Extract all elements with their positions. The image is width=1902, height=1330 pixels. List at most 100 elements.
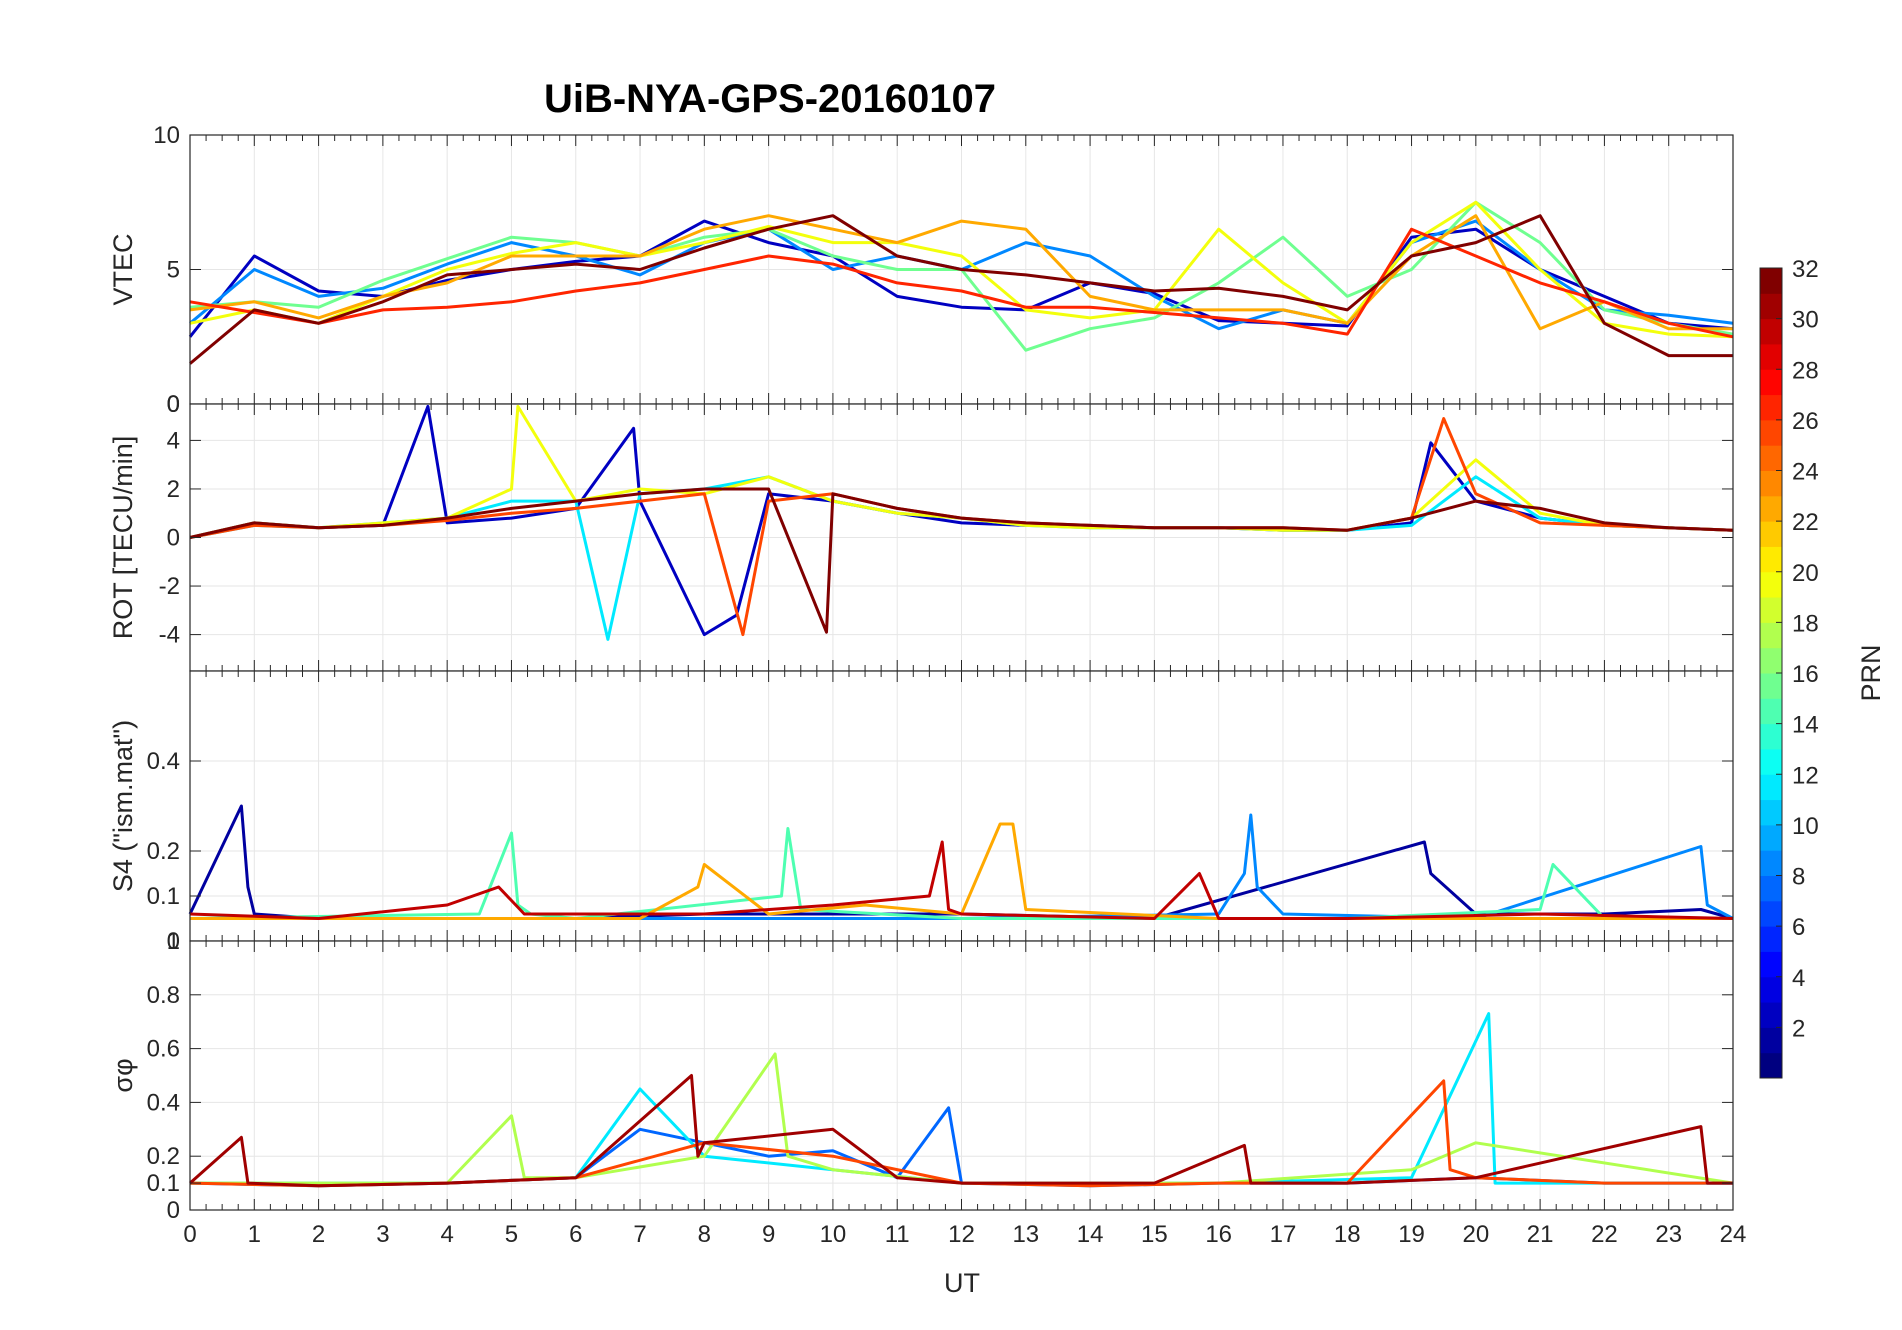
colorbar-tick-label: 24	[1792, 459, 1819, 486]
colorbar-tick-label: 12	[1792, 762, 1819, 789]
x-tick-label: 8	[698, 1221, 711, 1248]
colorbar-band	[1760, 799, 1782, 826]
y-tick-label-top: 0	[167, 391, 180, 418]
colorbar-band	[1760, 951, 1782, 978]
colorbar-band	[1760, 571, 1782, 598]
y-tick-label: -4	[159, 622, 180, 649]
colorbar-band	[1760, 268, 1782, 294]
series-line-prn-18	[190, 1052, 1734, 1185]
y-tick-label-top: 1	[167, 928, 180, 955]
y-axis-label-rot: ROT [TECU/min]	[108, 436, 138, 640]
series-group	[189, 404, 1734, 641]
x-tick-label: 0	[183, 1221, 196, 1248]
colorbar-band	[1760, 495, 1782, 522]
x-tick-label: 14	[1077, 1221, 1104, 1248]
y-tick-label: -2	[159, 573, 180, 600]
panel-s4: 0 0.1 0.2 0.4 S4 ("ism.mat")	[108, 670, 1734, 955]
x-tick-label: 15	[1141, 1221, 1168, 1248]
y-tick-label: 0	[167, 391, 180, 418]
colorbar-band	[1760, 419, 1782, 446]
colorbar-tick-label: 6	[1792, 914, 1805, 941]
colorbar-tick-label: 30	[1792, 307, 1819, 334]
y-tick-label: 0.4	[147, 1089, 180, 1116]
series-line-prn-3	[188, 219, 1734, 338]
colorbar-tick-label: 10	[1792, 813, 1819, 840]
colorbar-band	[1760, 850, 1782, 876]
y-tick-label: 10	[153, 122, 180, 149]
x-tick-label: 6	[569, 1221, 582, 1248]
colorbar-band	[1760, 748, 1782, 775]
x-tick-label: 11	[885, 1221, 910, 1248]
colorbar-tick-label: 16	[1792, 661, 1819, 688]
x-tick-labels: 0 1 2 3 4 5 6 7 8 9 10 11 12 13 14 15 16 17 18 19 20 21 22 23 24	[183, 1221, 1746, 1248]
x-tick-label: 5	[505, 1221, 518, 1248]
y-tick-label: 0.4	[147, 748, 180, 775]
x-tick-label: 16	[1205, 1221, 1232, 1248]
colorbar-band	[1760, 1002, 1782, 1028]
y-tick-label: 0.1	[147, 883, 180, 910]
y-tick-label: 5	[167, 257, 180, 284]
colorbar-tick-label: 4	[1792, 965, 1805, 992]
series-line-prn-15	[189, 827, 1733, 920]
x-tick-label: 19	[1398, 1221, 1425, 1248]
y-tick-label: 0.8	[147, 982, 180, 1009]
colorbar-band	[1760, 875, 1782, 902]
x-tick-label: 1	[248, 1221, 261, 1248]
colorbar-tick-label: 26	[1792, 408, 1819, 435]
x-tick-label: 17	[1270, 1221, 1297, 1248]
x-tick-label: 12	[948, 1221, 975, 1248]
colorbar-band	[1760, 343, 1782, 370]
series-line-prn-23	[189, 214, 1733, 331]
y-tick-label: 4	[167, 427, 180, 454]
colorbar-band	[1760, 926, 1782, 952]
colorbar-band	[1760, 824, 1782, 851]
colorbar-tick-label: 18	[1792, 610, 1819, 637]
colorbar-band	[1760, 622, 1782, 649]
colorbar-band	[1760, 470, 1782, 497]
colorbar-tick-label: 22	[1792, 509, 1819, 536]
panel-rot: -4 -2 0 2 4 0 ROT [TECU/min]	[108, 391, 1734, 672]
colorbar-band	[1760, 318, 1782, 345]
colorbar-band	[1760, 1052, 1782, 1079]
colorbar-band	[1760, 900, 1782, 927]
colorbar-band	[1760, 698, 1782, 725]
x-tick-label: 21	[1527, 1221, 1554, 1248]
colorbar-tick-label: 32	[1792, 256, 1819, 283]
x-tick-label: 13	[1012, 1221, 1039, 1248]
x-tick-label: 10	[820, 1221, 847, 1248]
x-tick-label: 22	[1591, 1221, 1618, 1248]
series-line-prn-27	[189, 227, 1734, 339]
colorbar-tick-label: 2	[1792, 1015, 1805, 1042]
x-tick-label: 4	[440, 1221, 453, 1248]
x-tick-label: 2	[312, 1221, 325, 1248]
x-tick-label: 24	[1720, 1221, 1747, 1248]
colorbar-band	[1760, 1027, 1782, 1054]
colorbar-band	[1760, 774, 1782, 801]
colorbar-band	[1760, 445, 1782, 471]
series-line-prn-32	[189, 214, 1733, 365]
panel-vtec: 0 5 10 VTEC	[108, 122, 1734, 418]
colorbar-band	[1760, 369, 1782, 396]
colorbar-band	[1760, 546, 1782, 573]
colorbar-band	[1760, 597, 1782, 623]
grid	[189, 404, 1734, 671]
x-tick-label: 9	[762, 1221, 775, 1248]
colorbar-band	[1760, 394, 1782, 421]
colorbar-band	[1760, 293, 1782, 320]
colorbar-band	[1760, 976, 1782, 1003]
y-tick-label: 0	[167, 525, 180, 552]
y-tick-label: 2	[167, 476, 180, 503]
colorbar-tick-label: 20	[1792, 560, 1819, 587]
series-line-prn-9	[190, 813, 1734, 920]
series-line-prn-30	[189, 840, 1734, 920]
plot-frame	[189, 940, 1734, 1211]
series-group	[189, 1012, 1734, 1188]
colorbar-tick-label: 8	[1792, 864, 1805, 891]
colorbar-tick-label: 14	[1792, 712, 1819, 739]
colorbar-tick-label: 28	[1792, 357, 1819, 384]
x-tick-label: 3	[376, 1221, 389, 1248]
